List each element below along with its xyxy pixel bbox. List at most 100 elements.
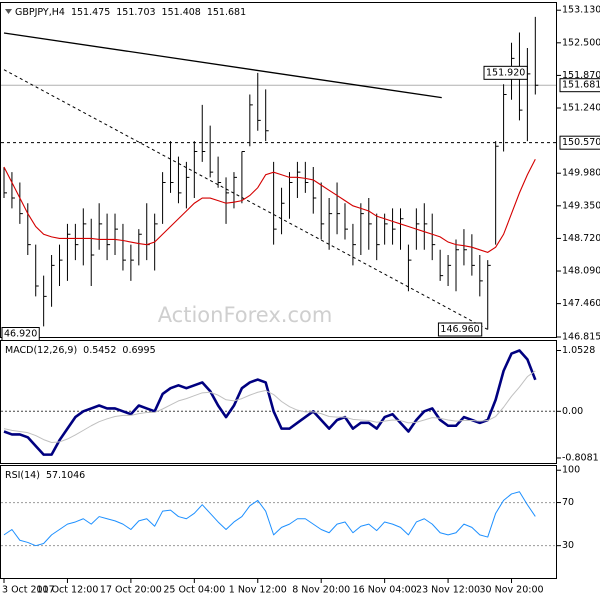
ohlc-bar — [27, 203, 31, 255]
y-tick-label: 149.350 — [562, 200, 600, 211]
ohlc-bar — [11, 172, 15, 209]
current-price-label-box — [559, 78, 600, 93]
level-label-box — [559, 135, 600, 150]
watermark: ActionForex.com — [158, 303, 333, 327]
ohlc-bar — [423, 203, 428, 250]
ohlc-bar — [201, 104, 206, 162]
indicator-name: RSI(14) — [5, 470, 40, 481]
ohlc-bar — [344, 203, 348, 240]
ohlc-bar — [19, 182, 23, 224]
ohlc-bar — [304, 161, 309, 193]
ohlc-bar — [74, 223, 79, 261]
low-label: 146.960 — [437, 322, 483, 337]
ohlc-bar — [138, 229, 142, 266]
y-tick-label: 151.240 — [562, 103, 600, 114]
ohlc-bar — [3, 167, 7, 199]
indicator-name: GBPJPY,H4 — [15, 7, 65, 18]
ohlc-bar — [407, 244, 412, 292]
ohlc-bar — [503, 84, 507, 152]
y-tick-label: 148.090 — [562, 266, 600, 277]
ohlc-bar — [281, 187, 285, 235]
high-label-text: 151.920 — [486, 67, 525, 78]
ohlc-bar — [360, 203, 364, 255]
ohlc-bar — [257, 72, 261, 131]
panel-header: GBPJPY,H4 151.475 151.703 151.408 151.681 — [15, 7, 246, 18]
ohlc-bar — [35, 244, 39, 297]
high-label-box — [483, 65, 528, 80]
high-label: 151.920 — [483, 65, 528, 80]
low-label-text: 146.960 — [440, 324, 479, 335]
ohlc-bar — [471, 234, 475, 276]
ohlc-bar — [296, 161, 301, 199]
ohlc-bar — [122, 223, 126, 271]
ohlc-bar — [392, 208, 396, 245]
ohlc-bar — [368, 198, 372, 250]
indicator-line — [3, 349, 537, 456]
trendline — [3, 69, 488, 330]
y-tick-label: 100 — [562, 465, 580, 476]
ohlc-bar — [98, 203, 103, 250]
y-tick-label: 147.460 — [562, 298, 600, 309]
ohlc-bar — [439, 249, 444, 281]
current-price-label-text: 151.681 — [562, 80, 600, 91]
ohlc-bar — [90, 218, 95, 287]
moving-average — [3, 158, 536, 253]
ohlc-bar — [114, 213, 119, 255]
rsi-panel — [0, 465, 557, 579]
x-tick-label: 30 Nov 20:00 — [479, 585, 543, 596]
indicator-name: MACD(12,26,9) — [5, 345, 77, 356]
ohlc-bar — [185, 161, 190, 209]
price-panel — [0, 2, 557, 338]
x-tick-label: 3 Oct 2017 — [2, 585, 55, 596]
edge-label: 46.920 — [1, 327, 40, 341]
x-tick-label: 25 Oct 04:00 — [163, 585, 225, 596]
ohlc-bar — [463, 229, 467, 266]
x-tick-label: 17 Oct 20:00 — [100, 585, 162, 596]
level-label-text: 150.570 — [562, 137, 600, 148]
ohlc-bar — [177, 156, 182, 204]
ohlc-bar — [312, 167, 317, 214]
ohlc-bar — [273, 161, 277, 245]
y-tick-label: 146.815 — [562, 332, 600, 343]
ohlc-bar — [328, 198, 333, 250]
ohlc-bar — [479, 254, 483, 297]
ohlc-bar — [265, 89, 269, 142]
ohlc-bar — [447, 254, 452, 287]
ohlc-bar — [225, 177, 230, 224]
ohlc-bar — [59, 244, 63, 287]
symbol-icon — [5, 9, 12, 14]
ohlc-bar — [170, 141, 174, 193]
y-tick-label: -0.8081 — [562, 452, 599, 463]
y-tick-label: 0.00 — [562, 406, 583, 417]
y-tick-label: 30 — [562, 540, 574, 551]
ohlc-bar — [193, 141, 198, 199]
ohlc-bar — [106, 213, 111, 261]
y-tick-label: 151.870 — [562, 70, 600, 81]
indicator-line — [3, 491, 536, 547]
ohlc-bar — [487, 260, 491, 330]
ohlc-bar — [241, 150, 245, 204]
panel-header: RSI(14) 57.1046 — [5, 470, 85, 481]
y-tick-label: 70 — [562, 497, 574, 508]
x-tick-label: 1 Nov 12:00 — [229, 585, 287, 596]
ohlc-bar — [217, 156, 222, 188]
ohlc-bar — [51, 254, 55, 307]
edge-label-text: 46.920 — [4, 329, 37, 340]
trendline — [3, 32, 442, 99]
x-tick-label: 8 Nov 20:00 — [292, 585, 350, 596]
ohlc-bar — [162, 172, 166, 224]
ohlc-bar — [249, 94, 253, 147]
y-tick-label: 152.500 — [562, 37, 600, 48]
ohlc-bar — [376, 213, 380, 261]
ohlc-bar — [352, 223, 356, 266]
y-tick-label: 149.980 — [562, 168, 600, 179]
panel-header: MACD(12,26,9) 0.5452 0.6995 — [5, 345, 156, 356]
ohlc-bar — [400, 208, 404, 250]
header-value: 151.408 — [162, 7, 201, 18]
ohlc-bar — [66, 223, 71, 281]
current-price-label: 151.681 — [559, 78, 600, 93]
header-value: 0.6995 — [122, 345, 155, 356]
header-value: 151.475 — [71, 7, 110, 18]
